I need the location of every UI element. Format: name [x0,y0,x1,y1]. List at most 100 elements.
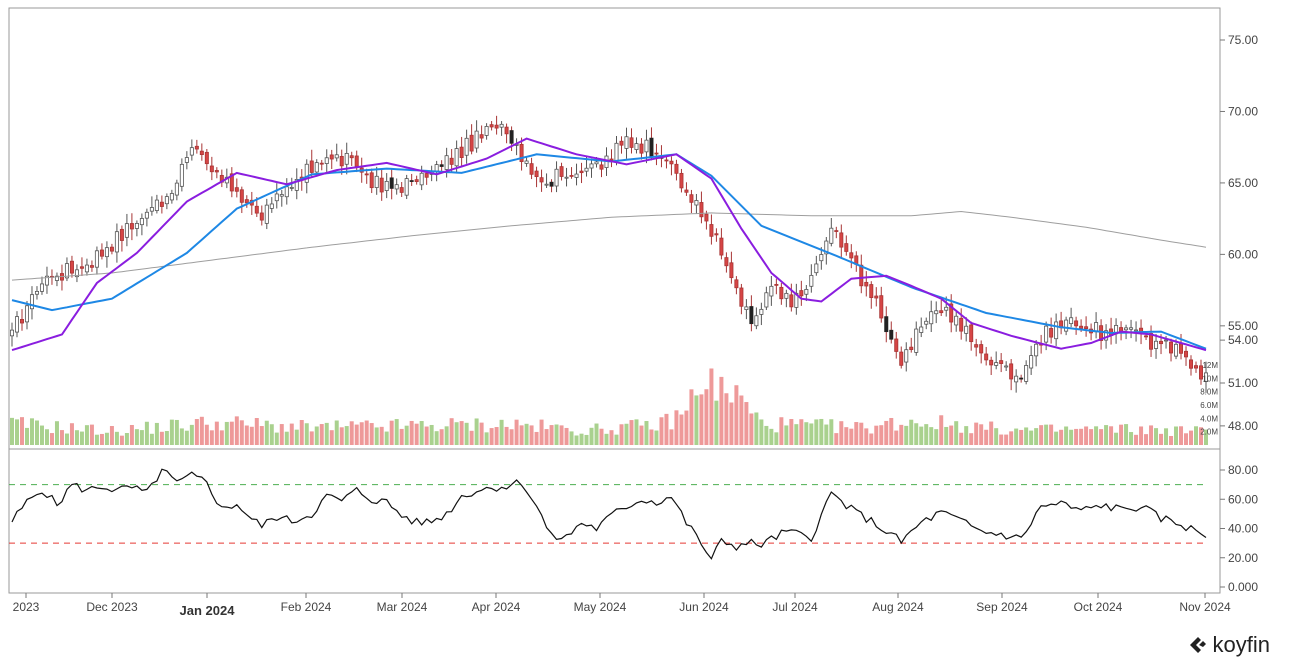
candle-down [999,360,1004,364]
x-tick-label: Nov 2024 [1179,600,1231,614]
volume-bar [1069,429,1074,445]
price-tick-label: 75.00 [1228,33,1258,47]
candle-up [474,130,479,149]
candle-up [294,179,299,191]
volume-bar [534,431,539,445]
candle-up [924,320,929,325]
candle-down [704,213,709,222]
candle-down [889,329,894,340]
candle-down [1194,365,1199,369]
candle-down [1199,365,1204,380]
candle-up [1154,340,1159,349]
candle-down [1074,320,1079,327]
candle-down [504,126,509,135]
candle-down [779,286,784,300]
volume-bar [464,422,469,445]
volume-bar [739,395,744,445]
volume-bar [1114,432,1119,445]
x-tick-label: Oct 2024 [1074,600,1123,614]
candle-up [1054,321,1059,340]
volume-bar [14,419,19,445]
volume-bar [704,389,709,445]
candle-down [479,134,484,139]
volume-tick-label: 8.0M [1200,388,1218,397]
candle-down [424,173,429,178]
x-tick-label: Aug 2024 [872,600,924,614]
candle-down [714,233,719,236]
price-tick-label: 48.00 [1228,419,1258,433]
volume-bar [324,422,329,445]
volume-bar [1039,425,1044,445]
volume-bar [299,419,304,445]
volume-bar [844,427,849,445]
koyfin-logo-icon [1189,637,1206,653]
x-tick-label: May 2024 [574,600,627,614]
volume-bar [444,426,449,445]
volume-bar [1079,428,1084,445]
candle-up [764,292,769,308]
volume-bar [244,425,249,445]
volume-bar [39,425,44,445]
volume-bar [54,421,59,445]
volume-bar [594,423,599,445]
volume-bar [869,433,874,445]
candle-down [709,224,714,237]
volume-bar [184,430,189,445]
candle-up [94,250,99,268]
volume-bar [664,413,669,445]
candle-up [144,211,149,219]
candle-up [954,315,959,326]
volume-bar [609,430,614,445]
volume-bar [389,420,394,445]
volume-bar [49,433,54,445]
candle-down [619,140,624,146]
volume-bar [599,428,604,445]
volume-bar [989,421,994,445]
candle-down [669,160,674,165]
candle-up [784,292,789,299]
candle-up [264,204,269,224]
volume-bar [544,429,549,445]
volume-bar [899,424,904,445]
volume-bar [799,419,804,445]
candle-up [564,176,569,179]
volume-bar [744,402,749,445]
candle-down [899,351,904,366]
volume-bar [689,389,694,445]
volume-bar [119,435,124,445]
volume-bar [919,426,924,445]
volume-bar [859,422,864,445]
volume-bar [314,426,319,445]
candle-up [634,143,639,150]
volume-bar [254,418,259,445]
candle-down [369,172,374,189]
candle-up [324,157,329,164]
candle-up [304,163,309,183]
volume-bar [99,433,104,445]
volume-bar [994,428,999,445]
candle-down [19,319,24,324]
volume-tick-label: 12M [1202,361,1218,370]
candle-down [1049,328,1054,338]
candle-down [969,324,974,343]
candle-up [524,160,529,164]
candle-up [404,178,409,196]
volume-bar [694,395,699,445]
candle-down [449,157,454,165]
candlesticks [9,115,1209,393]
candle-down [939,310,944,314]
candle-up [944,306,949,311]
volume-bar [839,421,844,445]
candle-down [959,317,964,332]
volume-bar [59,430,64,445]
candle-up [124,223,129,238]
candle-up [314,162,319,173]
volume-bar [1129,432,1134,445]
price-tick-label: 51.00 [1228,376,1258,390]
candle-down [979,344,984,354]
volume-bar [414,423,419,445]
candle-down [1009,363,1014,380]
candle-down [654,152,659,155]
candle-down [354,155,359,167]
candle-down [489,124,494,128]
